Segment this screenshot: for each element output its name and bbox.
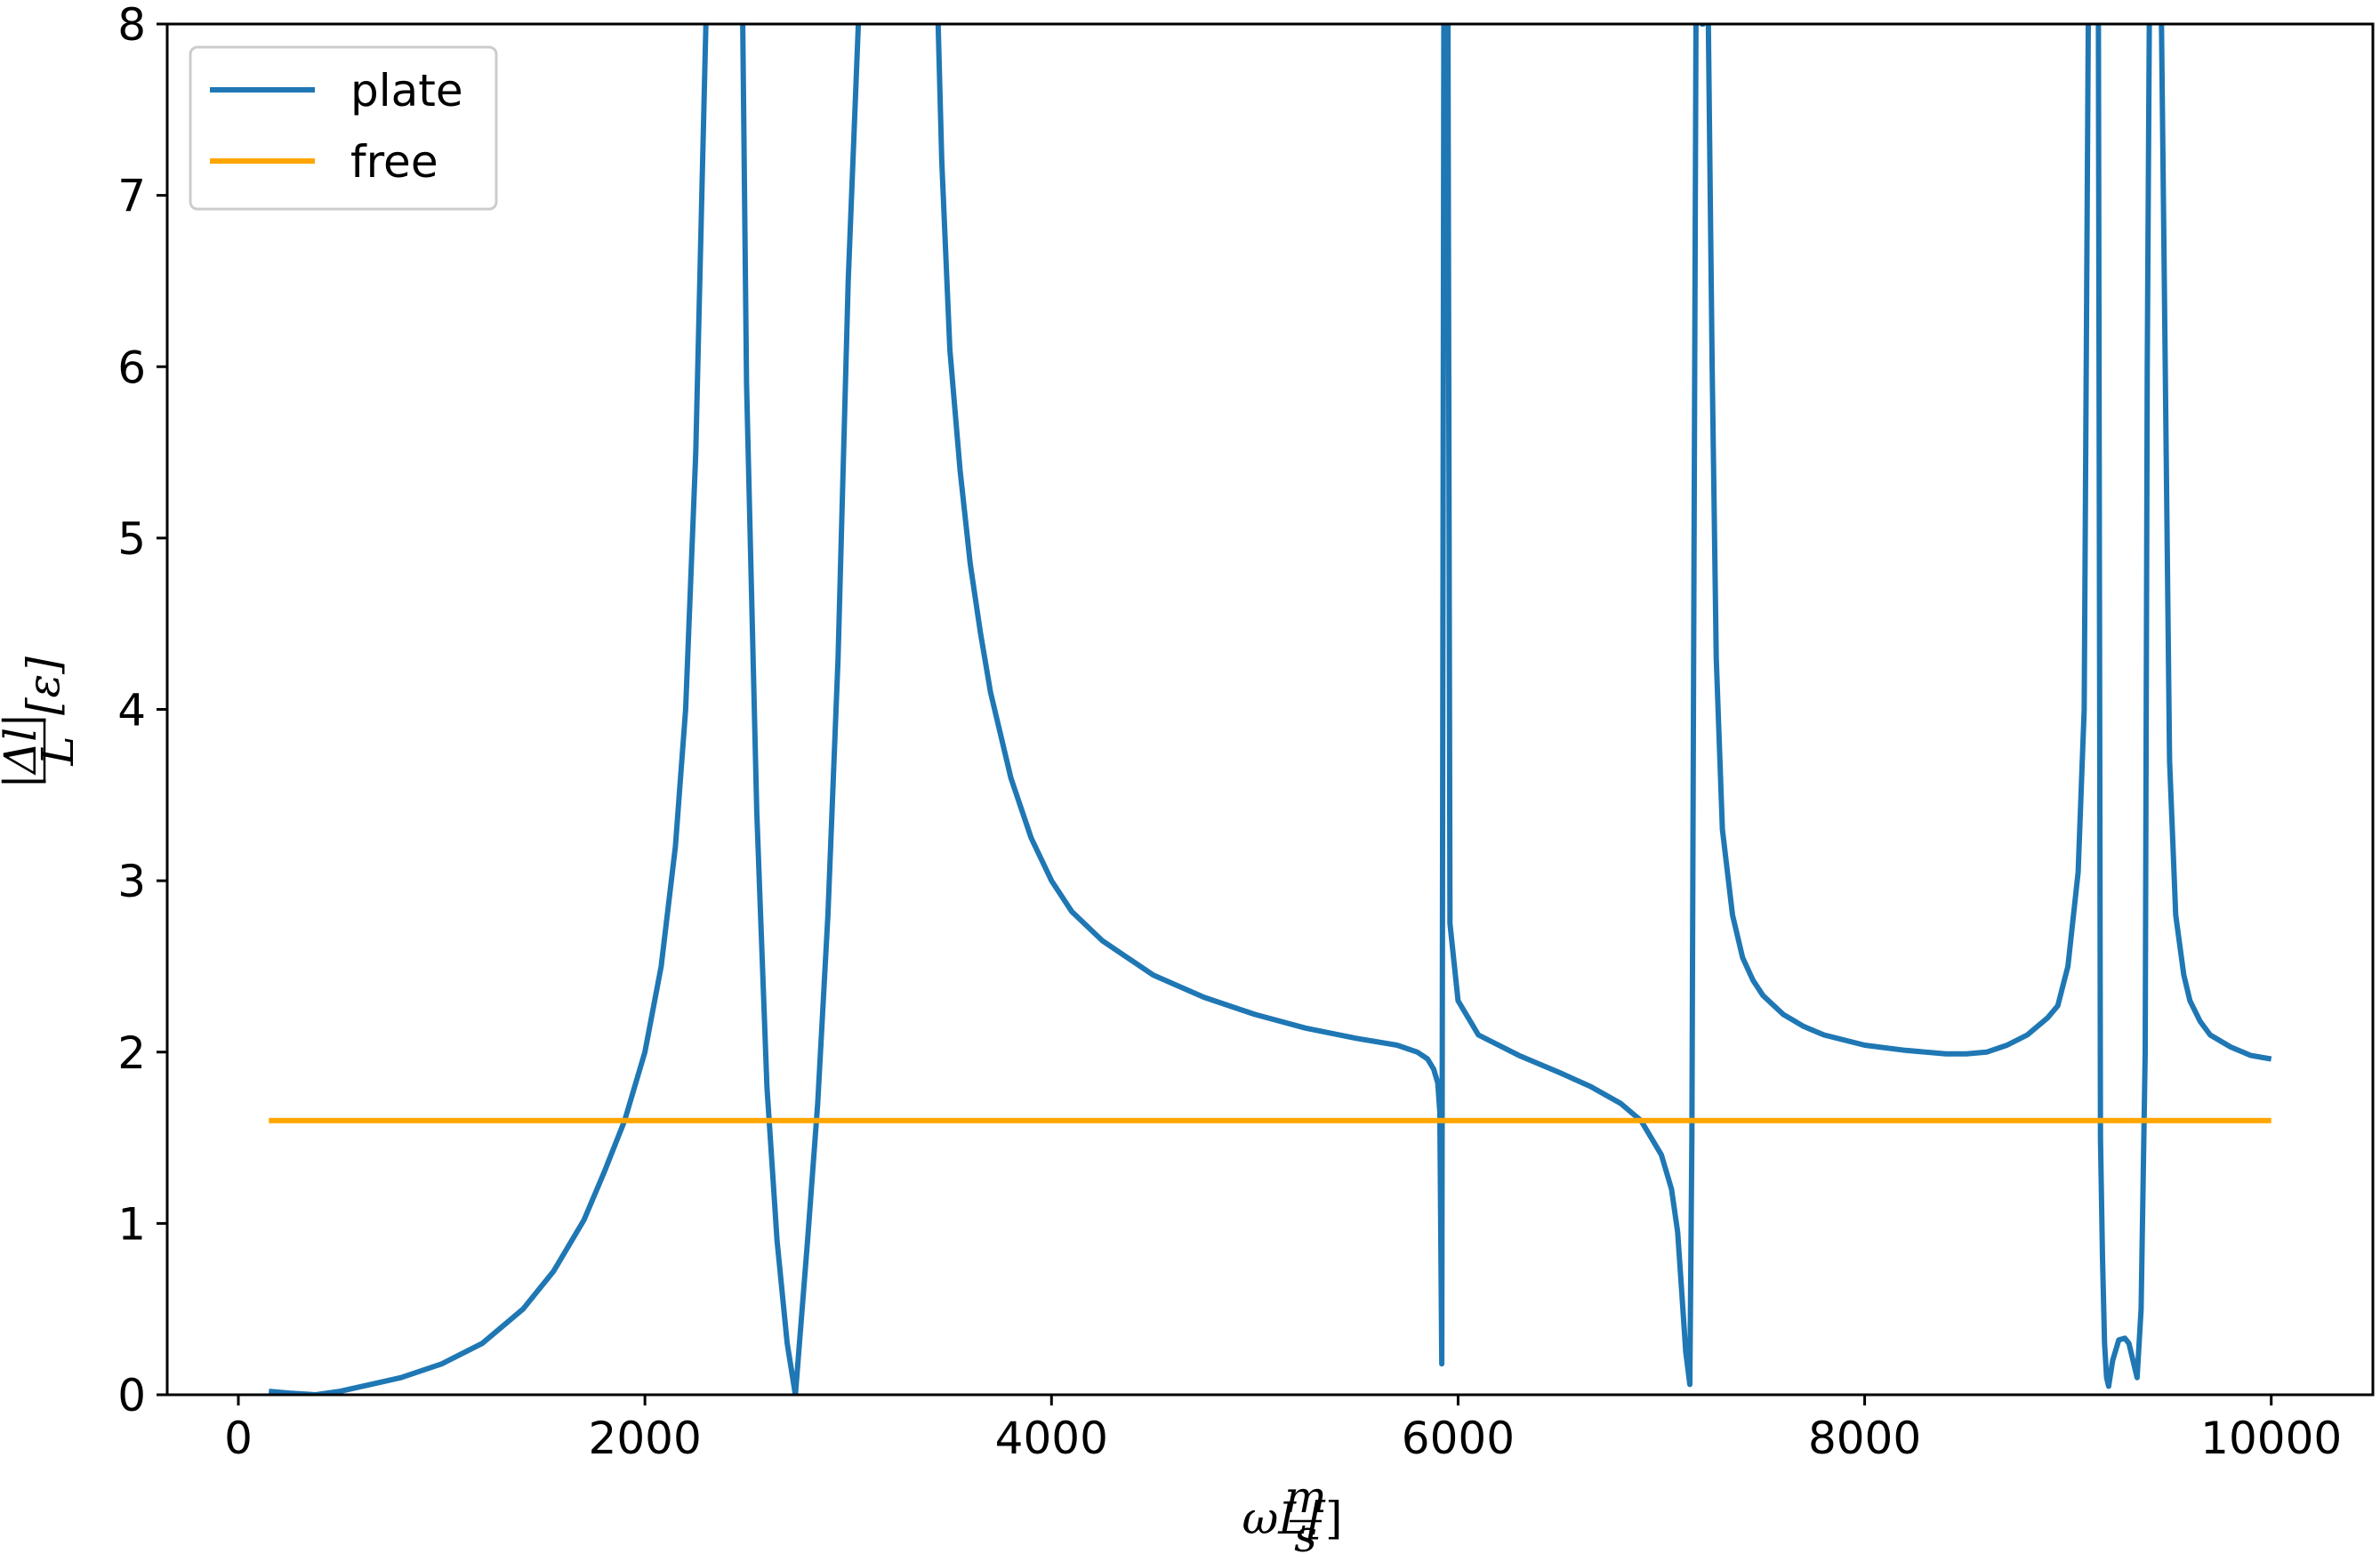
- y-tick-label: 6: [117, 342, 146, 393]
- x-axis-label-unit-denominator: s: [1294, 1510, 1317, 1562]
- series-line-plate: [269, 24, 2272, 1395]
- y-axis-label-bracket: [ε]: [18, 656, 69, 715]
- y-axis-label: |Δl| L [ε]: [0, 656, 84, 789]
- x-axis-ticks: 0 2000 4000 6000 8000 10000: [224, 1395, 2342, 1464]
- y-tick-label: 2: [117, 1027, 146, 1079]
- x-tick-label: 2000: [589, 1413, 702, 1464]
- x-tick-label: 4000: [995, 1413, 1108, 1464]
- x-axis-label-close: ]: [1325, 1493, 1343, 1544]
- series-layer: [269, 24, 2272, 1395]
- y-tick-label: 5: [117, 513, 146, 565]
- x-axis-label-unit-numerator: m: [1284, 1471, 1326, 1523]
- x-axis-label-main: ωL[: [1242, 1493, 1326, 1544]
- y-axis-ticks: 0 1 2 3 4 5 6 7 8: [117, 0, 167, 1421]
- x-tick-label: 8000: [1808, 1413, 1921, 1464]
- x-tick-label: 10000: [2200, 1413, 2342, 1464]
- x-tick-label: 0: [224, 1413, 253, 1464]
- legend-label-free: free: [350, 136, 438, 188]
- x-axis-label: ωL[ m s ]: [1242, 1471, 1343, 1562]
- y-tick-label: 8: [117, 0, 146, 51]
- legend-label-plate: plate: [350, 65, 463, 117]
- legend: plate free: [189, 45, 498, 211]
- y-axis-label-numerator: |Δl|: [0, 713, 46, 789]
- y-tick-label: 0: [117, 1370, 146, 1421]
- y-tick-label: 1: [117, 1198, 146, 1250]
- y-axis-label-denominator: L: [32, 736, 84, 766]
- x-tick-label: 6000: [1402, 1413, 1515, 1464]
- y-tick-label: 4: [117, 685, 146, 737]
- y-tick-label: 7: [117, 171, 146, 222]
- y-tick-label: 3: [117, 856, 146, 907]
